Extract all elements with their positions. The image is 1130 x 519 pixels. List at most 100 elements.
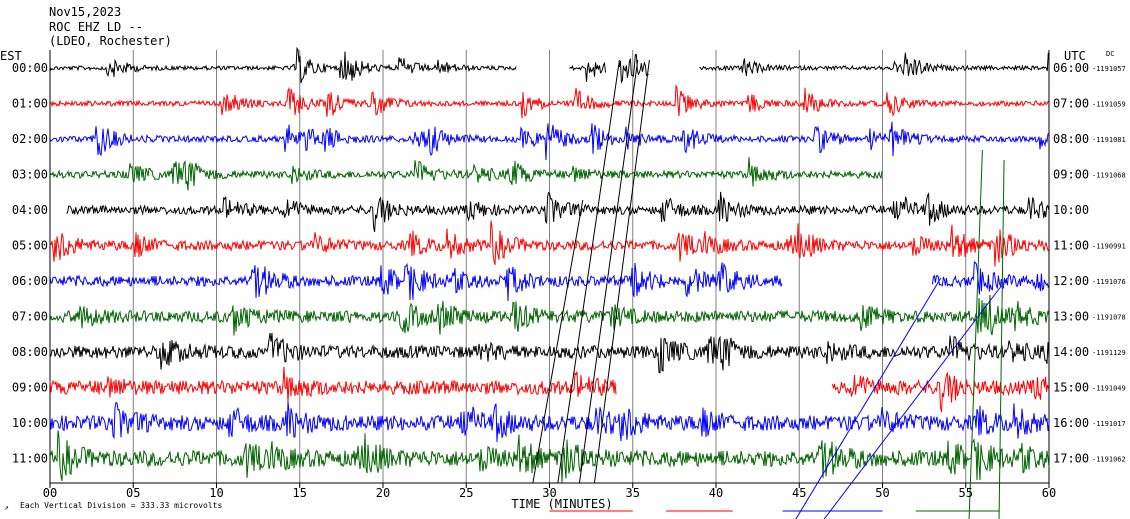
diagonal-line-1 (578, 59, 639, 484)
trace-segment (931, 260, 1049, 295)
trace-segment (49, 262, 783, 302)
trace-segment (49, 84, 1050, 119)
dc-value-0700: -1191078 (1092, 314, 1126, 322)
trace-segment (618, 53, 649, 84)
diagonal-line-6 (968, 149, 983, 519)
x-tick-label-15: 15 (293, 486, 307, 500)
utc-label-0900: 09:00 (1053, 168, 1089, 182)
network-label: (LDEO, Rochester) (49, 34, 172, 48)
utc-hour-labels: 06:00 -1191057 07:00 -1191059 08:00 -1191081 0… (1053, 61, 1126, 466)
est-label-0200: 02:00 (12, 132, 48, 146)
trace-segment (49, 430, 1050, 483)
utc-label-1000: 10:00 (1053, 203, 1089, 217)
x-tick-label-45: 45 (792, 486, 806, 500)
trace-segment (66, 191, 1050, 233)
est-label-0400: 04:00 (12, 203, 48, 217)
trace-row-0600 (49, 260, 1049, 302)
utc-label-0700: 07:00 (1053, 97, 1089, 111)
x-axis-title-group: TIME (MINUTES) (511, 497, 612, 511)
x-tick-label-40: 40 (709, 486, 723, 500)
trace-segment (49, 294, 1050, 336)
dc-value-0600: -1191076 (1092, 278, 1126, 286)
est-label-0700: 07:00 (12, 310, 48, 324)
diagonal-line-0 (557, 59, 620, 484)
est-label-0300: 03:00 (12, 168, 48, 182)
trace-row-0000 (49, 46, 1049, 84)
dc-label: DC (1106, 50, 1115, 58)
est-label-0000: 00:00 (12, 61, 48, 75)
est-hour-labels: 00:00 01:00 02:00 03:00 04:00 05:00 06:00 07:00… (12, 61, 48, 466)
teleseismic-lines (532, 59, 1008, 519)
est-label-0900: 09:00 (12, 381, 48, 395)
x-tick-label-35: 35 (626, 486, 640, 500)
plot-grid (49, 50, 1050, 484)
right-timezone-label: UTC (1064, 49, 1086, 63)
trace-segment (699, 52, 1049, 76)
x-tick-labels: 00 05 10 15 20 25 30 35 40 45 50 55 60 (43, 483, 1056, 500)
utc-label-0600: 06:00 (1053, 61, 1089, 75)
trace-segment (832, 371, 1049, 413)
dc-value-0200: -1191081 (1092, 136, 1126, 144)
utc-label-1300: 13:00 (1053, 310, 1089, 324)
scale-note: Each Vertical Division = 333.33 microvol… (20, 501, 223, 510)
utc-label-1100: 11:00 (1053, 239, 1089, 253)
trace-row-0700 (49, 294, 1050, 336)
dc-value-0100: -1191059 (1092, 101, 1126, 109)
corner-mark: ↗ (4, 503, 9, 512)
x-tick-label-10: 10 (209, 486, 223, 500)
trace-segment (49, 157, 883, 191)
trace-row-1000 (49, 401, 1050, 442)
diagonal-line-3 (532, 199, 584, 484)
utc-label-1500: 15:00 (1053, 381, 1089, 395)
trace-row-0400 (66, 191, 1050, 233)
est-label-0800: 08:00 (12, 345, 48, 359)
trace-segment (49, 220, 1050, 267)
record-date: Nov15,2023 (49, 5, 122, 19)
trace-segment (49, 332, 1050, 374)
dc-value-0000: -1191057 (1092, 65, 1126, 73)
est-label-0500: 05:00 (12, 239, 48, 253)
dc-value-0300: -1191068 (1092, 172, 1126, 180)
left-timezone-label: EST (0, 49, 22, 63)
dc-value-1100: -1191062 (1092, 456, 1126, 464)
trace-row-0800 (49, 332, 1050, 374)
trace-segment (569, 61, 606, 82)
x-tick-label-60: 60 (1042, 486, 1056, 500)
x-tick-label-20: 20 (376, 486, 390, 500)
dc-value-0900: -1191049 (1092, 385, 1126, 393)
utc-label-1200: 12:00 (1053, 274, 1089, 288)
diagonal-line-7 (998, 159, 1005, 519)
dc-value-0500: -1190991 (1092, 243, 1126, 251)
diagonal-line-5 (823, 277, 1008, 519)
utc-label-1600: 16:00 (1053, 416, 1089, 430)
trace-segment (49, 121, 1050, 161)
station-code: ROC EHZ LD -- (49, 20, 143, 34)
trace-row-0900 (49, 366, 1049, 413)
x-axis-title: TIME (MINUTES) (511, 497, 612, 511)
trace-row-0100 (49, 84, 1050, 119)
diagonal-line-2 (593, 59, 650, 484)
trace-row-0300 (49, 157, 883, 191)
utc-label-0800: 08:00 (1053, 132, 1089, 146)
utc-label-1700: 17:00 (1053, 452, 1089, 466)
x-tick-label-05: 05 (126, 486, 140, 500)
dc-value-1000: -1191017 (1092, 420, 1126, 428)
trace-segment (49, 366, 617, 403)
est-label-1000: 10:00 (12, 416, 48, 430)
trace-segment (49, 401, 1050, 442)
trace-row-1100 (49, 430, 1050, 483)
x-tick-label-50: 50 (875, 486, 889, 500)
seismic-traces (49, 46, 1050, 483)
trace-row-0500 (49, 220, 1050, 267)
est-label-0600: 06:00 (12, 274, 48, 288)
est-label-0100: 01:00 (12, 97, 48, 111)
x-tick-label-55: 55 (959, 486, 973, 500)
x-tick-label-25: 25 (459, 486, 473, 500)
diagonal-line-4 (795, 277, 942, 519)
x-tick-label-30: 30 (542, 486, 556, 500)
trace-row-0200 (49, 121, 1050, 161)
dc-value-0800: -1191129 (1092, 349, 1126, 357)
est-label-1100: 11:00 (12, 452, 48, 466)
trace-segment (49, 46, 517, 84)
